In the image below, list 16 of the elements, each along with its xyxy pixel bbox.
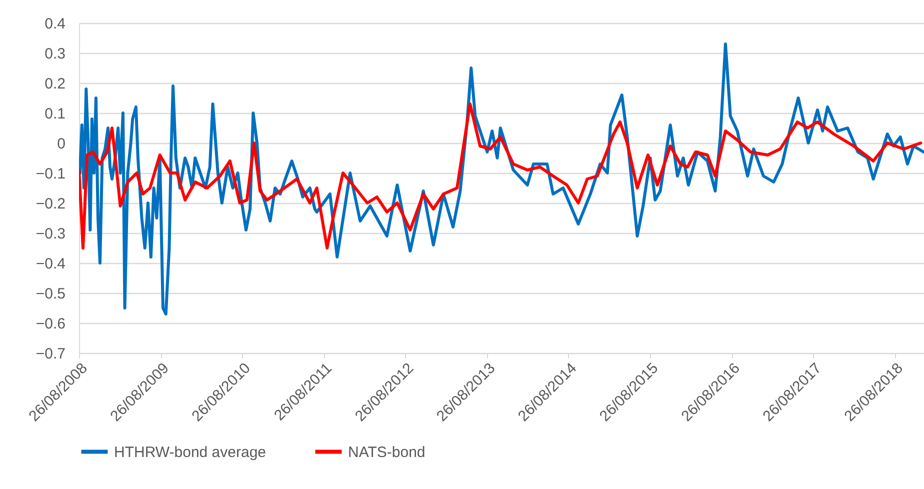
y-tick-label: 0 <box>57 136 66 152</box>
y-tick-label: 0.2 <box>44 76 66 92</box>
y-tick-label: 0.3 <box>44 46 66 62</box>
y-tick-label: −0.1 <box>36 166 66 182</box>
line-series <box>79 42 924 316</box>
legend-label: NATS-bond <box>348 444 426 461</box>
y-tick-label: −0.4 <box>36 256 66 272</box>
y-tick-label: −0.7 <box>36 346 66 362</box>
legend-label: HTHRW-bond average <box>114 444 266 461</box>
y-tick-label: 0.4 <box>44 16 66 32</box>
line-series <box>79 102 922 250</box>
y-tick-label: −0.3 <box>36 226 66 242</box>
y-tick-label: 0.1 <box>44 106 66 122</box>
y-tick-label: −0.6 <box>36 316 66 332</box>
y-tick-label: −0.2 <box>36 196 66 212</box>
y-tick-label: −0.5 <box>36 286 66 302</box>
